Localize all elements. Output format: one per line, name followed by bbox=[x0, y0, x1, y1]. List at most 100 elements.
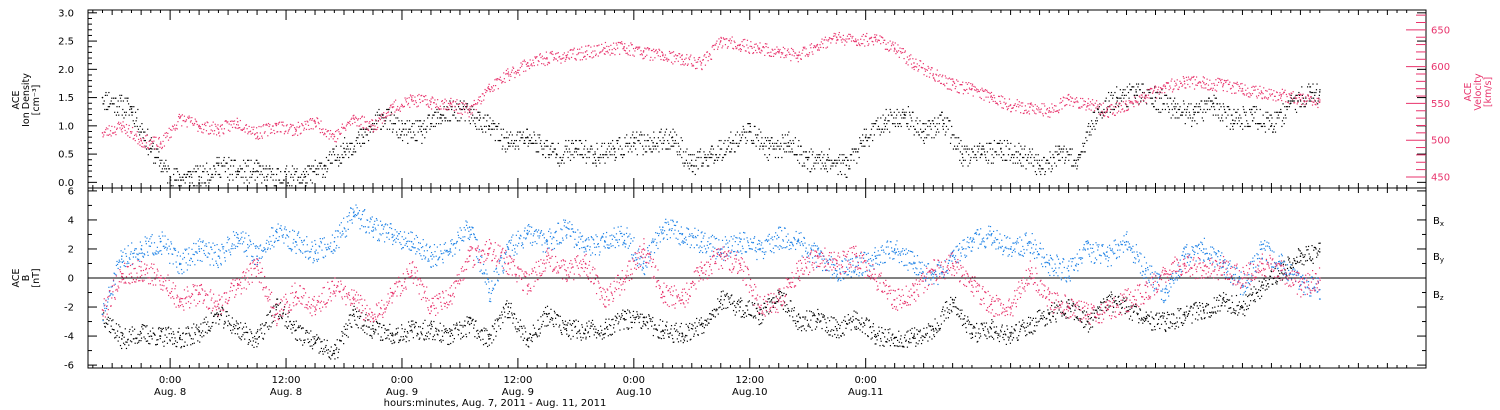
density-series-sample bbox=[932, 123, 935, 125]
density-series-sample bbox=[1073, 159, 1076, 161]
density-series-sample bbox=[681, 139, 683, 142]
velocity-series-sample bbox=[287, 130, 290, 132]
bx-series-sample bbox=[149, 330, 152, 332]
velocity-series-sample bbox=[1257, 88, 1259, 90]
bx-series-point bbox=[1222, 298, 1224, 301]
density-series-sample bbox=[1105, 97, 1107, 99]
density-series-sample bbox=[539, 142, 541, 144]
velocity-series-sample bbox=[463, 104, 465, 106]
velocity-series-sample bbox=[969, 88, 971, 91]
velocity-series-sample bbox=[952, 80, 954, 83]
density-series-sample bbox=[1027, 154, 1029, 156]
density-series-sample bbox=[177, 171, 179, 173]
velocity-series-sample bbox=[676, 55, 678, 57]
density-series-sample bbox=[1076, 168, 1078, 170]
density-series-sample bbox=[494, 139, 496, 142]
density-series-sample bbox=[1286, 108, 1288, 111]
velocity-series-sample bbox=[1091, 103, 1093, 105]
density-series-sample bbox=[193, 168, 195, 170]
velocity-series-sample bbox=[512, 66, 514, 68]
velocity-series-sample bbox=[505, 69, 508, 72]
density-series-sample bbox=[1282, 103, 1284, 105]
velocity-series-sample bbox=[1010, 110, 1012, 113]
velocity-series-sample bbox=[596, 45, 598, 47]
density-series-sample bbox=[660, 128, 662, 130]
velocity-series-sample bbox=[920, 60, 922, 62]
density-series-sample bbox=[132, 120, 134, 122]
bx-series-sample bbox=[169, 339, 171, 341]
density-series-sample bbox=[527, 145, 529, 147]
density-series-sample bbox=[894, 123, 896, 125]
velocity-series-sample bbox=[1184, 83, 1186, 85]
velocity-series-sample bbox=[829, 37, 831, 39]
density-series-point bbox=[256, 170, 258, 172]
density-series-sample bbox=[415, 120, 417, 122]
velocity-series-sample bbox=[1312, 101, 1314, 103]
velocity-series-sample bbox=[922, 67, 924, 69]
velocity-series-sample bbox=[998, 95, 1000, 98]
bx-series-sample bbox=[153, 332, 155, 334]
bx-series-sample bbox=[224, 320, 226, 323]
velocity-series-sample bbox=[1142, 99, 1144, 101]
velocity-series-sample bbox=[569, 49, 571, 52]
velocity-series-sample bbox=[262, 125, 264, 127]
density-series-sample bbox=[771, 137, 773, 139]
density-series-sample bbox=[285, 173, 288, 176]
velocity-series-sample bbox=[619, 41, 621, 44]
density-series-sample bbox=[1126, 106, 1128, 108]
density-series-sample bbox=[244, 171, 246, 173]
density-series-sample bbox=[1079, 156, 1081, 159]
density-series-sample bbox=[288, 185, 291, 187]
velocity-series-sample bbox=[755, 43, 757, 45]
velocity-series-point bbox=[816, 43, 819, 46]
bx-series-sample bbox=[131, 341, 133, 343]
bx-series-sample bbox=[151, 338, 153, 340]
velocity-series-sample bbox=[1157, 89, 1159, 91]
density-series-sample bbox=[497, 139, 499, 142]
density-series-sample bbox=[1236, 123, 1239, 125]
density-series-sample bbox=[711, 145, 713, 147]
velocity-series-sample bbox=[411, 97, 413, 99]
density-series-sample bbox=[607, 142, 610, 144]
velocity-series-sample bbox=[548, 61, 550, 63]
density-series-sample bbox=[1058, 148, 1060, 150]
density-series-sample bbox=[1252, 120, 1254, 122]
density-series-sample bbox=[630, 137, 632, 139]
velocity-series-sample bbox=[1279, 92, 1281, 94]
velocity-series-sample bbox=[1028, 113, 1031, 115]
density-series-sample bbox=[412, 137, 414, 139]
density-series-sample bbox=[818, 154, 820, 156]
density-series-sample bbox=[986, 142, 988, 144]
velocity-series-sample bbox=[1089, 101, 1092, 103]
velocity-series-point bbox=[1048, 109, 1051, 112]
velocity-series-sample bbox=[759, 51, 761, 53]
velocity-series-sample bbox=[842, 38, 844, 40]
density-series-sample bbox=[170, 179, 172, 181]
density-series-sample bbox=[776, 142, 778, 144]
density-series-sample bbox=[836, 162, 839, 164]
density-series-sample bbox=[507, 137, 509, 139]
density-series-sample bbox=[914, 128, 916, 130]
velocity-series-sample bbox=[984, 89, 986, 91]
density-series-sample bbox=[1017, 151, 1019, 153]
density-series-sample bbox=[569, 159, 572, 161]
velocity-series-sample bbox=[1039, 109, 1041, 111]
density-series-sample bbox=[352, 151, 354, 153]
density-series-sample bbox=[550, 154, 552, 156]
velocity-series-sample bbox=[893, 50, 895, 52]
density-series-sample bbox=[110, 100, 112, 102]
velocity-series-sample bbox=[990, 91, 993, 94]
velocity-series-sample bbox=[997, 104, 999, 106]
velocity-series-sample bbox=[1161, 92, 1163, 94]
velocity-series-point bbox=[352, 117, 355, 119]
density-series-sample bbox=[616, 139, 618, 142]
velocity-series-sample bbox=[808, 52, 811, 54]
density-series-sample bbox=[810, 171, 812, 173]
velocity-series-sample bbox=[779, 48, 781, 51]
density-series-sample bbox=[373, 123, 375, 125]
velocity-series-sample bbox=[1181, 85, 1183, 87]
density-series-sample bbox=[1093, 125, 1095, 128]
velocity-series-sample bbox=[1045, 113, 1047, 115]
density-series-sample bbox=[825, 165, 827, 167]
velocity-series-sample bbox=[719, 43, 721, 45]
